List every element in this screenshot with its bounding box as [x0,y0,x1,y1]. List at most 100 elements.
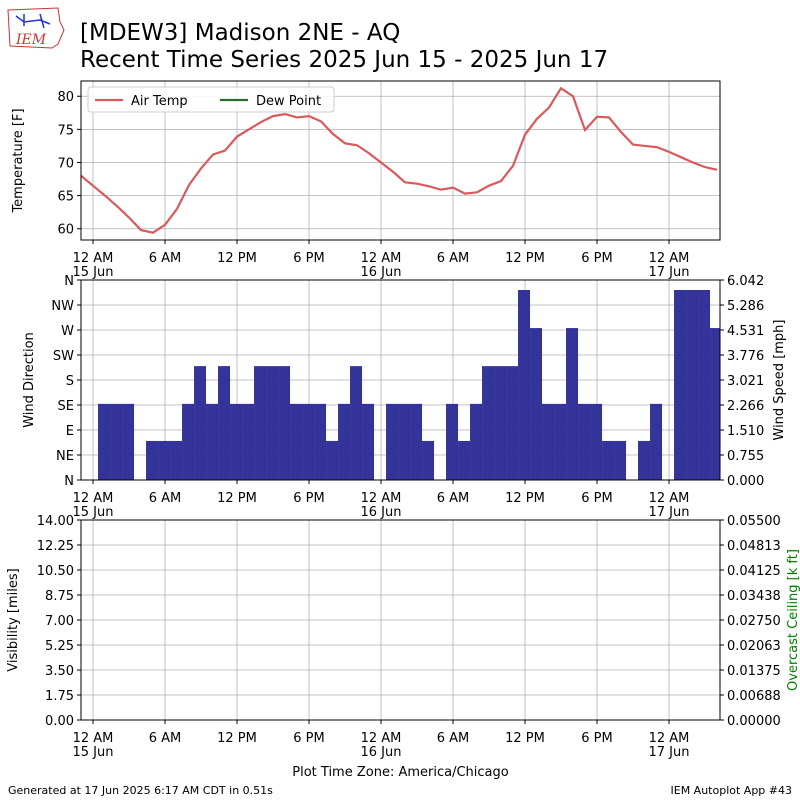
y-tick-label: SW [53,349,74,364]
y2-tick-label: 0.01375 [727,664,781,679]
y2-tick-label: 0.755 [727,449,764,464]
plot-frame [80,279,721,481]
bar [230,403,243,480]
y-tick-label: 70 [57,156,74,171]
plot-area [81,86,718,234]
x-tick-label: 6 AM [149,731,182,746]
x-tick-label: 12 PM [505,491,545,506]
bar [326,440,339,480]
bar [278,366,291,480]
x-tick-label: 6 AM [437,491,470,506]
bar [506,366,519,480]
bar [590,403,603,480]
y-axis-label: Temperature [F] [11,108,26,213]
y-tick-label: 60 [57,223,74,238]
y-tick-label: SE [58,399,74,414]
x-tick-label: 6 PM [293,251,324,266]
x-axis-label: Plot Time Zone: America/Chicago [292,765,508,780]
y-tick-label: 10.50 [37,564,74,579]
bar [362,403,375,480]
y-axis-label: Wind Direction [22,332,37,428]
x-tick-label: 12 PM [217,251,257,266]
logo-outline [7,7,65,49]
bar [494,366,507,480]
y2-tick-label: 3.776 [727,349,764,364]
y-tick-label: NW [51,299,74,314]
y2-tick-label: 0.02750 [727,614,781,629]
footer-left: Generated at 17 Jun 2025 6:17 AM CDT in … [8,784,273,797]
x-tick-label: 6 PM [581,251,612,266]
bar [482,366,495,480]
x-tick-label: 6 AM [149,251,182,266]
bar [422,440,435,480]
y-tick-label: N [64,474,74,489]
x-tick-label: 12 AM 16 Jun [361,731,402,760]
y-tick-label: 75 [57,123,74,138]
y-axis-label: Visibility [miles] [6,568,21,671]
subtitle: Recent Time Series 2025 Jun 15 - 2025 Ju… [80,47,608,73]
y2-tick-label: 1.510 [727,424,764,439]
x-tick-label: 12 AM 15 Jun [73,251,114,280]
bar [158,440,171,480]
bar [710,328,720,480]
x-tick-label: 6 AM [437,251,470,266]
x-tick-label: 12 PM [217,731,257,746]
bar [242,403,255,480]
x-tick-label: 6 PM [581,731,612,746]
x-tick-label: 12 AM 17 Jun [649,251,690,280]
bar [398,403,411,480]
bar [566,328,579,480]
bar [638,440,651,480]
y-tick-label: 0.00 [45,714,74,729]
x-tick-label: 12 AM 17 Jun [649,731,690,760]
x-tick-label: 6 PM [293,731,324,746]
logo: IEM [7,7,65,49]
bar [98,403,111,480]
y-tick-label: 12.25 [37,539,74,554]
bar [350,366,363,480]
bar [386,403,399,480]
bar [146,440,159,480]
y-tick-label: N [64,274,74,289]
plot-area [98,289,720,480]
bar [554,403,567,480]
logo-lines [15,13,51,29]
y-tick-label: 5.25 [45,639,74,654]
bar [578,403,591,480]
x-tick-label: 12 PM [505,251,545,266]
bar [302,403,315,480]
bar [314,403,327,480]
bar [338,403,351,480]
bar [122,403,135,480]
line [81,86,718,234]
bar [614,440,627,480]
x-tick-label: 12 AM 17 Jun [649,491,690,520]
x-tick-label: 12 AM 15 Jun [73,731,114,760]
y2-tick-label: 0.05500 [727,514,781,529]
bar [410,403,423,480]
bar [254,366,267,480]
bar [650,403,663,480]
y2-tick-label: 0.03438 [727,589,781,604]
y-tick-label: 7.00 [45,614,74,629]
x-tick-label: 6 PM [581,491,612,506]
y2-tick-label: 0.02063 [727,639,781,654]
y2-tick-label: 5.286 [727,299,764,314]
bar [458,440,471,480]
y2-tick-label: 0.04813 [727,539,781,554]
y-tick-label: 80 [57,90,74,105]
bar [470,403,483,480]
title: [MDEW3] Madison 2NE - AQ [80,20,400,46]
y2-tick-label: 3.021 [727,374,764,389]
y-tick-label: W [61,324,74,339]
y2-tick-label: 0.000 [727,474,764,489]
bar [686,289,699,480]
x-tick-label: 12 AM 16 Jun [361,251,402,280]
bar [542,403,555,480]
bar [182,403,195,480]
plot-frame [80,80,721,241]
y-tick-label: NE [56,449,74,464]
y-tick-label: 14.00 [37,514,74,529]
